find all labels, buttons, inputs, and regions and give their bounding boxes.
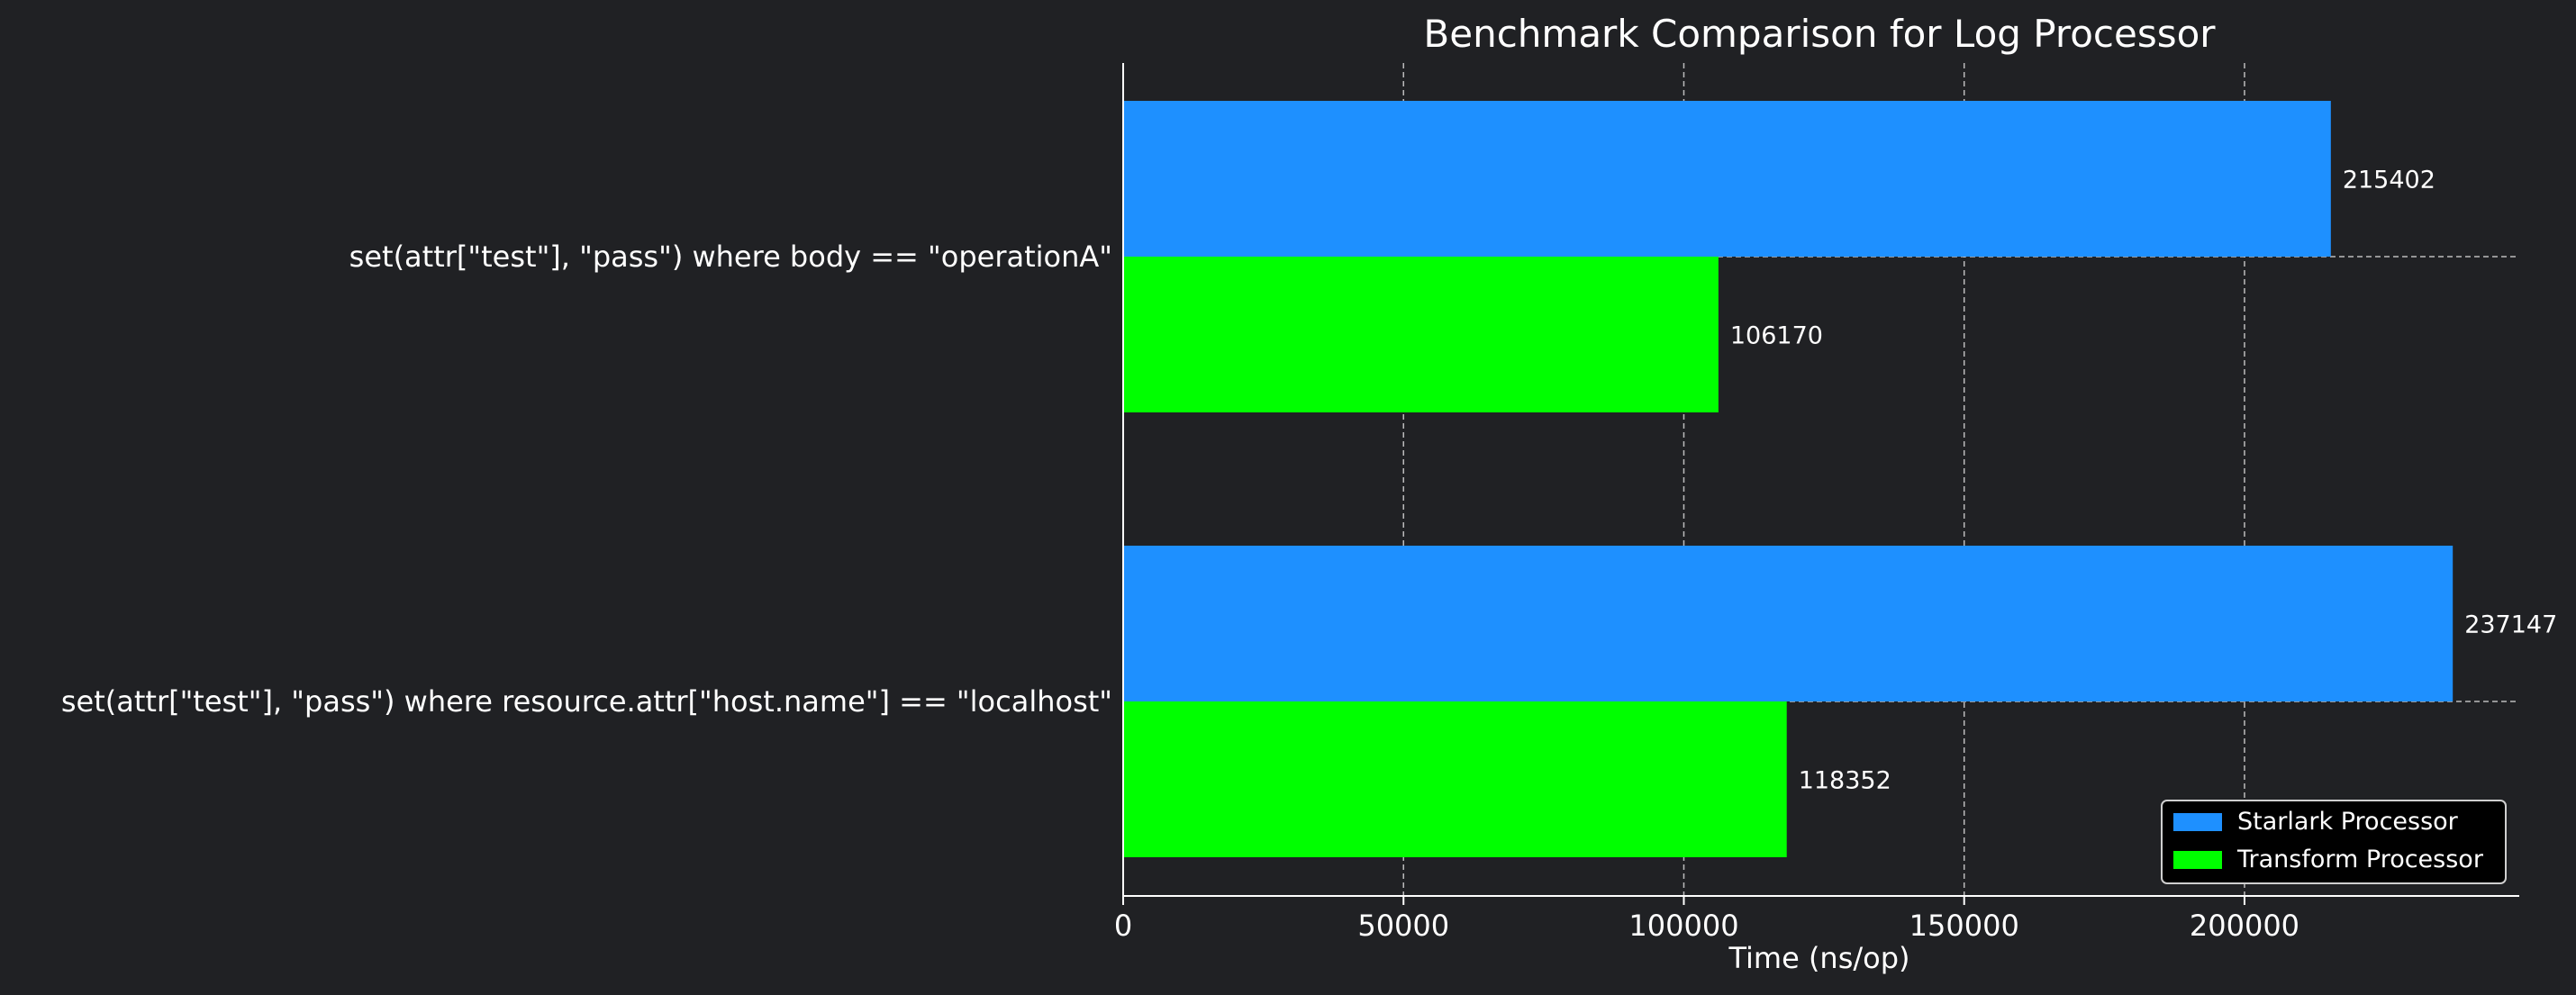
bar-0-0 (1123, 101, 2331, 257)
bar-1-0 (1123, 546, 2454, 701)
x-tick-label-4: 200000 (2190, 909, 2299, 943)
data-label-0-1: 106170 (1730, 322, 1823, 350)
chart-title: Benchmark Comparison for Log Processor (1423, 12, 2216, 56)
bar-1-1 (1123, 701, 1787, 857)
x-tick-label-1: 50000 (1357, 909, 1449, 943)
y-tick-label-1: set(attr["test"], "pass") where resource… (61, 684, 1112, 719)
y-tick-label-0: set(attr["test"], "pass") where body == … (349, 240, 1112, 274)
legend: Starlark Processor Transform Processor (2161, 800, 2507, 884)
x-tick-label-2: 100000 (1628, 909, 1738, 943)
plot-area: 215402 106170 set(attr["test"], "pass") wh… (61, 63, 2557, 943)
legend-swatch-starlark-processor (2173, 813, 2222, 831)
legend-label-transform-processor: Transform Processor (2236, 846, 2484, 873)
data-label-0-0: 215402 (2343, 167, 2435, 194)
x-tick-label-0: 0 (1114, 909, 1132, 943)
x-axis-label: Time (ns/op) (1728, 941, 1909, 975)
bar-0-1 (1123, 257, 1719, 412)
legend-box (2161, 800, 2507, 884)
x-tick-label-3: 150000 (1909, 909, 2019, 943)
legend-swatch-transform-processor (2173, 851, 2222, 869)
legend-label-starlark-processor: Starlark Processor (2237, 808, 2459, 836)
data-label-1-1: 118352 (1799, 767, 1891, 795)
data-label-1-0: 237147 (2464, 611, 2557, 639)
